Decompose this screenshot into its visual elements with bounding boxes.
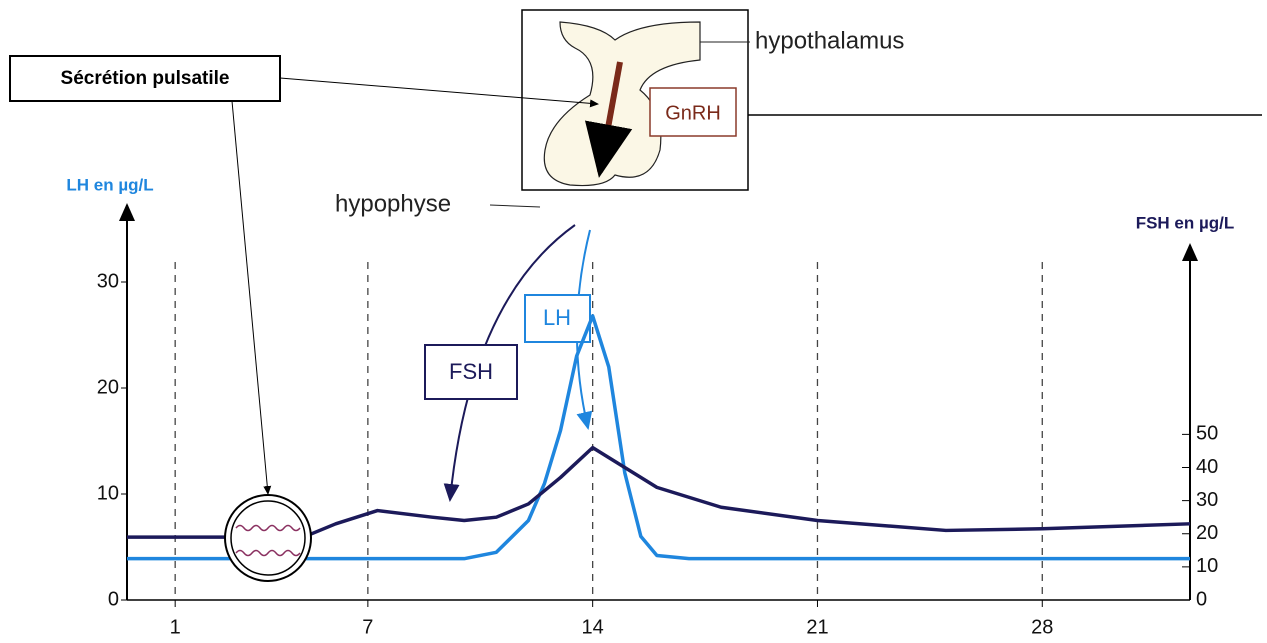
x-tick-label: 1	[170, 616, 181, 638]
gnrh-label: GnRH	[665, 102, 721, 124]
y2-tick-label: 30	[1196, 489, 1218, 511]
fsh-box-label: FSH	[449, 359, 493, 384]
callout-arrow	[232, 101, 268, 494]
y-tick-label: 20	[97, 376, 119, 398]
y2-tick-label: 40	[1196, 456, 1218, 478]
y2-tick-label: 20	[1196, 522, 1218, 544]
x-tick-label: 28	[1031, 616, 1053, 638]
x-tick-label: 14	[582, 616, 604, 638]
callout-label: Sécrétion pulsatile	[61, 68, 230, 89]
pulse-circle	[225, 495, 311, 581]
y2-tick-label: 0	[1196, 588, 1207, 610]
y2-tick-label: 10	[1196, 555, 1218, 577]
y2-tick-label: 50	[1196, 423, 1218, 445]
y2-axis-label: FSH en µg/L	[1136, 213, 1235, 232]
hypophyse-label: hypophyse	[335, 190, 451, 217]
y-tick-label: 30	[97, 270, 119, 292]
x-tick-label: 21	[806, 616, 828, 638]
lh-box-label: LH	[543, 305, 571, 330]
x-tick-label: 7	[362, 616, 373, 638]
y-axis-label: LH en µg/L	[66, 175, 153, 194]
y-tick-label: 10	[97, 482, 119, 504]
chart: GnRH hypothalamus hypophyse Sécrétion pu…	[0, 0, 1267, 643]
y-tick-label: 0	[108, 588, 119, 610]
page: {"chart_data": {"type": "line", "ylabel"…	[0, 0, 1267, 643]
hypothalamus-label: hypothalamus	[755, 27, 904, 54]
